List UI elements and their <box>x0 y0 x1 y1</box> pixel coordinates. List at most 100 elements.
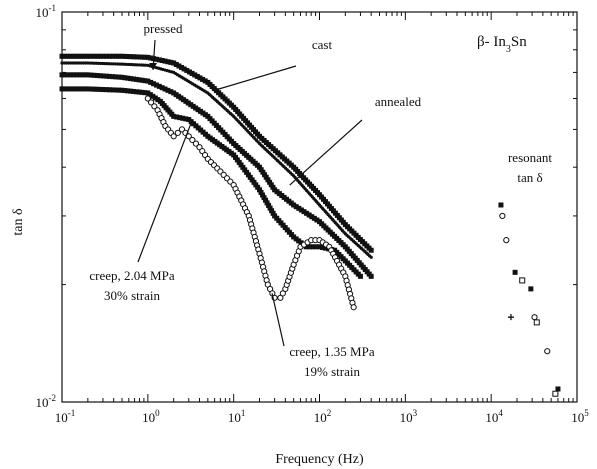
x-tick-label: 101 <box>228 408 246 425</box>
data-point <box>519 277 526 284</box>
data-point <box>128 54 134 60</box>
data-point <box>110 74 116 80</box>
data-point <box>171 113 177 119</box>
data-point <box>261 195 267 201</box>
annotation-text: cast <box>312 37 333 52</box>
data-point <box>122 75 128 81</box>
data-point <box>76 86 82 92</box>
data-point <box>298 207 304 213</box>
data-point <box>73 72 79 78</box>
data-point <box>103 53 109 59</box>
data-point <box>303 244 309 250</box>
data-point <box>174 129 181 136</box>
data-point <box>258 189 264 195</box>
data-point <box>139 77 145 83</box>
data-point <box>267 179 273 185</box>
annotation-pressed: pressed <box>144 21 183 71</box>
panel-label: β- In3Sn <box>477 34 527 55</box>
data-point <box>512 269 518 275</box>
data-point <box>544 348 551 355</box>
data-point <box>148 79 154 85</box>
data-point <box>85 72 91 78</box>
data-point <box>151 103 158 110</box>
data-point <box>304 210 310 216</box>
data-point <box>142 78 148 84</box>
data-point <box>142 90 148 96</box>
data-point <box>59 86 65 92</box>
data-point <box>73 53 79 59</box>
data-point <box>314 217 320 223</box>
data-point <box>306 212 312 218</box>
data-point <box>119 53 125 59</box>
data-point <box>116 74 122 80</box>
data-point <box>85 53 91 59</box>
x-axis-label: Frequency (Hz) <box>275 452 364 467</box>
data-point <box>65 53 71 59</box>
data-point <box>503 237 510 244</box>
data-point <box>301 209 307 215</box>
data-point <box>189 136 196 144</box>
data-point <box>79 53 85 59</box>
data-point <box>122 88 128 94</box>
data-point <box>298 240 304 246</box>
data-point <box>162 58 168 64</box>
data-point <box>156 83 162 89</box>
data-point <box>122 53 128 59</box>
data-point <box>507 314 514 321</box>
data-point <box>266 202 272 208</box>
data-point <box>174 114 180 120</box>
data-point <box>257 164 263 170</box>
data-point <box>88 86 94 92</box>
series-resonant <box>499 212 551 355</box>
data-point <box>91 53 97 59</box>
data-point <box>180 115 186 121</box>
data-point <box>357 273 363 279</box>
data-point <box>113 53 119 59</box>
series-pressed <box>59 72 374 279</box>
data-point <box>73 86 79 92</box>
data-point <box>153 56 159 62</box>
data-point <box>79 86 85 92</box>
data-point <box>313 244 319 250</box>
data-point <box>350 304 357 311</box>
annotation-creep-204: creep, 2.04 MPa 30% strain <box>89 122 192 303</box>
data-point <box>555 386 561 392</box>
data-point <box>181 66 187 72</box>
data-point <box>107 73 113 79</box>
data-point <box>59 72 65 78</box>
data-point <box>179 64 185 70</box>
data-point <box>270 184 276 190</box>
data-point <box>192 72 198 78</box>
series-resonant <box>519 277 559 397</box>
data-point <box>107 53 113 59</box>
data-point <box>65 72 71 78</box>
data-point <box>168 59 174 65</box>
data-point <box>170 133 177 140</box>
data-point <box>531 314 538 321</box>
data-point <box>168 89 174 95</box>
data-point <box>68 72 74 78</box>
data-point <box>70 53 76 59</box>
data-point <box>62 86 68 92</box>
y-tick-label: 10-1 <box>36 3 57 20</box>
data-point <box>171 60 177 66</box>
data-point <box>159 85 165 91</box>
data-point <box>125 88 131 94</box>
data-point <box>70 86 76 92</box>
annotation-text: 30% strain <box>104 288 160 303</box>
data-point <box>311 215 317 221</box>
data-point <box>136 77 142 83</box>
data-point <box>202 78 208 84</box>
data-point <box>310 244 316 250</box>
data-point <box>173 61 179 67</box>
data-point <box>139 89 145 95</box>
data-point <box>133 89 139 95</box>
data-point <box>150 93 156 99</box>
data-point <box>139 54 145 60</box>
data-point <box>145 54 151 60</box>
data-point <box>296 205 302 211</box>
data-point <box>144 95 151 102</box>
data-point <box>107 87 113 93</box>
data-point <box>192 140 200 147</box>
